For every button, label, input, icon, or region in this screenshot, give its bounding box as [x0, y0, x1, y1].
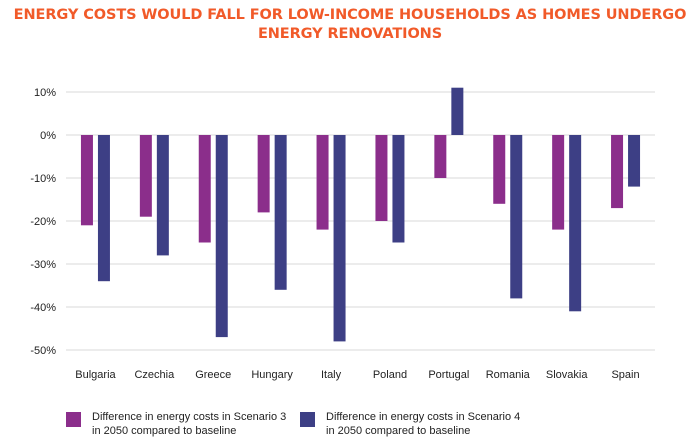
x-category-label: Hungary [251, 369, 293, 381]
y-tick-label: 10% [34, 87, 56, 99]
x-category-label: Italy [321, 369, 342, 381]
y-tick-label: -30% [30, 259, 56, 271]
x-category-label: Poland [373, 369, 407, 381]
bar-chart: 10% 0% -10% -20% -30% -40% -50% Bulgaria Czechia… [30, 87, 655, 381]
bar-scenario-4-portugal [451, 87, 464, 135]
bar-scenario-3-czechia [139, 135, 152, 217]
y-tick-label: 0% [40, 130, 56, 142]
bar-scenario-4-slovakia [569, 135, 582, 312]
chart-title: ENERGY COSTS WOULD FALL FOR LOW-INCOME H… [0, 6, 700, 44]
bar-scenario-4-romania [510, 135, 523, 299]
x-category-label: Slovakia [546, 369, 588, 381]
legend-label-scenario-4-line-2: in 2050 compared to baseline [326, 425, 471, 437]
chart-title-line-1: ENERGY COSTS WOULD FALL FOR LOW-INCOME H… [13, 7, 687, 23]
bar-scenario-3-spain [611, 135, 624, 209]
bar-scenario-4-italy [333, 135, 346, 342]
bar-scenario-4-poland [392, 135, 405, 243]
legend-label-scenario-3-line-2: in 2050 compared to baseline [92, 425, 237, 437]
chart-title-line-2: ENERGY RENOVATIONS [257, 26, 443, 42]
bar-scenario-3-bulgaria [80, 135, 93, 226]
y-tick-label: -20% [30, 216, 56, 228]
bar-scenario-3-portugal [434, 135, 447, 178]
bar-scenario-3-romania [493, 135, 506, 204]
bar-scenario-3-greece [198, 135, 211, 243]
bar-scenario-4-czechia [156, 135, 169, 256]
x-category-label: Czechia [134, 369, 175, 381]
bar-scenario-4-hungary [274, 135, 287, 290]
x-category-label: Bulgaria [75, 369, 116, 381]
x-category-label: Greece [195, 369, 231, 381]
x-category-label: Portugal [428, 369, 469, 381]
legend-label-scenario-3-line-1: Difference in energy costs in Scenario 3 [92, 411, 287, 423]
bar-scenario-4-spain [628, 135, 641, 187]
x-category-label: Spain [611, 369, 639, 381]
bar-scenario-4-bulgaria [97, 135, 110, 282]
y-tick-label: -50% [30, 345, 56, 357]
legend-label-scenario-4-line-1: Difference in energy costs in Scenario 4 [326, 411, 521, 423]
y-tick-label: -40% [30, 302, 56, 314]
y-tick-label: -10% [30, 173, 56, 185]
legend-swatch-scenario-3 [66, 412, 81, 427]
bar-scenario-3-hungary [257, 135, 270, 213]
legend-swatch-scenario-4 [300, 412, 315, 427]
bar-scenario-3-slovakia [552, 135, 565, 230]
bar-scenario-4-greece [215, 135, 228, 338]
bar-scenario-3-italy [316, 135, 329, 230]
x-category-label: Romania [486, 369, 531, 381]
bar-scenario-3-poland [375, 135, 388, 221]
